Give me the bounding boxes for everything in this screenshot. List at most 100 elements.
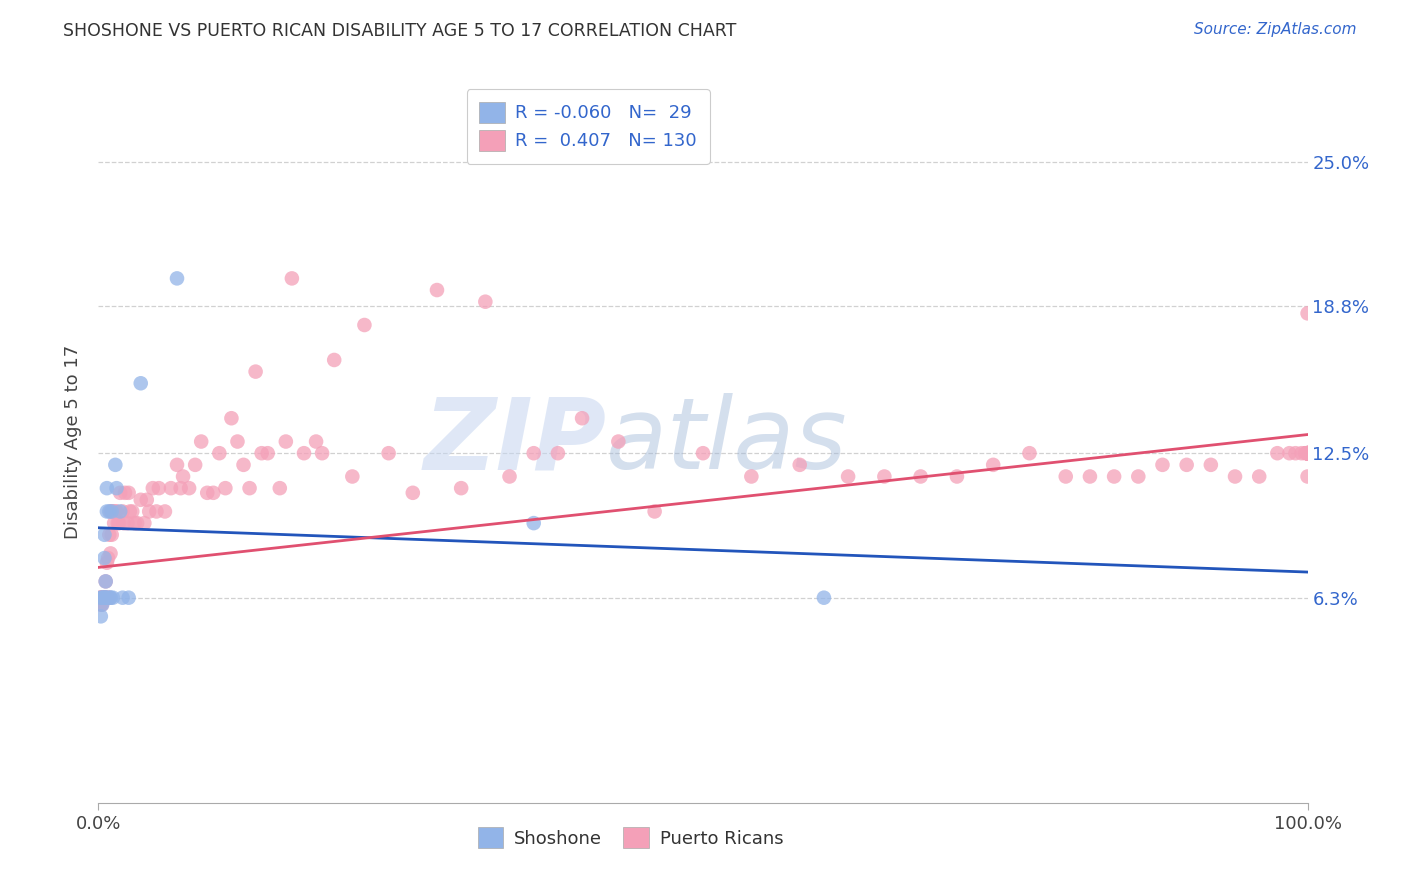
Point bbox=[910, 469, 932, 483]
Point bbox=[1018, 446, 1040, 460]
Point bbox=[100, 504, 122, 518]
Point bbox=[1296, 446, 1319, 460]
Point bbox=[107, 516, 129, 530]
Point bbox=[1284, 446, 1306, 460]
Point bbox=[121, 504, 143, 518]
Point bbox=[129, 376, 152, 391]
Point bbox=[1296, 446, 1319, 460]
Point bbox=[145, 504, 167, 518]
Point bbox=[104, 504, 127, 518]
Point bbox=[94, 574, 117, 589]
Point bbox=[740, 469, 762, 483]
Point bbox=[1128, 469, 1150, 483]
Point bbox=[1296, 446, 1319, 460]
Point bbox=[1296, 446, 1319, 460]
Point bbox=[1296, 446, 1319, 460]
Point bbox=[96, 504, 118, 518]
Point bbox=[172, 469, 194, 483]
Point bbox=[118, 485, 141, 500]
Text: Source: ZipAtlas.com: Source: ZipAtlas.com bbox=[1194, 22, 1357, 37]
Point bbox=[93, 528, 115, 542]
Point bbox=[100, 591, 122, 605]
Point bbox=[100, 591, 122, 605]
Point bbox=[214, 481, 236, 495]
Point bbox=[97, 591, 120, 605]
Point bbox=[474, 294, 496, 309]
Point bbox=[1296, 446, 1319, 460]
Point bbox=[91, 598, 114, 612]
Point bbox=[91, 591, 114, 605]
Point bbox=[305, 434, 328, 449]
Point bbox=[97, 551, 120, 566]
Point bbox=[118, 504, 141, 518]
Point bbox=[100, 528, 122, 542]
Point bbox=[94, 591, 117, 605]
Point bbox=[1296, 446, 1319, 460]
Point bbox=[1296, 446, 1319, 460]
Point bbox=[148, 481, 170, 495]
Point bbox=[91, 591, 114, 605]
Point bbox=[108, 485, 131, 500]
Point bbox=[571, 411, 593, 425]
Point bbox=[692, 446, 714, 460]
Point bbox=[1296, 446, 1319, 460]
Point bbox=[1296, 446, 1319, 460]
Point bbox=[100, 504, 122, 518]
Point bbox=[90, 591, 112, 605]
Point bbox=[89, 591, 111, 605]
Point bbox=[93, 591, 115, 605]
Point bbox=[269, 481, 291, 495]
Point bbox=[323, 353, 346, 368]
Point bbox=[112, 516, 135, 530]
Point bbox=[129, 492, 152, 507]
Point bbox=[127, 516, 149, 530]
Point bbox=[111, 591, 134, 605]
Point bbox=[94, 591, 117, 605]
Point bbox=[166, 271, 188, 285]
Point bbox=[190, 434, 212, 449]
Point bbox=[311, 446, 333, 460]
Point bbox=[90, 591, 112, 605]
Point bbox=[245, 365, 267, 379]
Point bbox=[91, 591, 114, 605]
Point bbox=[1296, 469, 1319, 483]
Point bbox=[114, 485, 136, 500]
Point bbox=[90, 598, 112, 612]
Point bbox=[426, 283, 449, 297]
Point bbox=[184, 458, 207, 472]
Point bbox=[1296, 446, 1319, 460]
Point bbox=[547, 446, 569, 460]
Point bbox=[644, 504, 666, 518]
Point bbox=[523, 516, 546, 530]
Point bbox=[1296, 446, 1319, 460]
Point bbox=[101, 504, 124, 518]
Point bbox=[226, 434, 249, 449]
Point bbox=[450, 481, 472, 495]
Point bbox=[1267, 446, 1289, 460]
Point bbox=[1296, 446, 1319, 460]
Point bbox=[1296, 446, 1319, 460]
Point bbox=[100, 504, 122, 518]
Legend: Shoshone, Puerto Ricans: Shoshone, Puerto Ricans bbox=[471, 820, 790, 855]
Y-axis label: Disability Age 5 to 17: Disability Age 5 to 17 bbox=[65, 344, 83, 539]
Point bbox=[1199, 458, 1222, 472]
Point bbox=[100, 546, 122, 560]
Point bbox=[142, 481, 165, 495]
Text: ZIP: ZIP bbox=[423, 393, 606, 490]
Point bbox=[1291, 446, 1313, 460]
Point bbox=[134, 516, 156, 530]
Point bbox=[232, 458, 254, 472]
Point bbox=[91, 591, 114, 605]
Point bbox=[498, 469, 520, 483]
Point bbox=[1296, 446, 1319, 460]
Point bbox=[1294, 446, 1316, 460]
Point bbox=[153, 504, 176, 518]
Point bbox=[1054, 469, 1077, 483]
Point bbox=[93, 591, 115, 605]
Point bbox=[607, 434, 630, 449]
Point bbox=[98, 528, 121, 542]
Point bbox=[160, 481, 183, 495]
Point bbox=[195, 485, 218, 500]
Point bbox=[523, 446, 546, 460]
Point bbox=[208, 446, 231, 460]
